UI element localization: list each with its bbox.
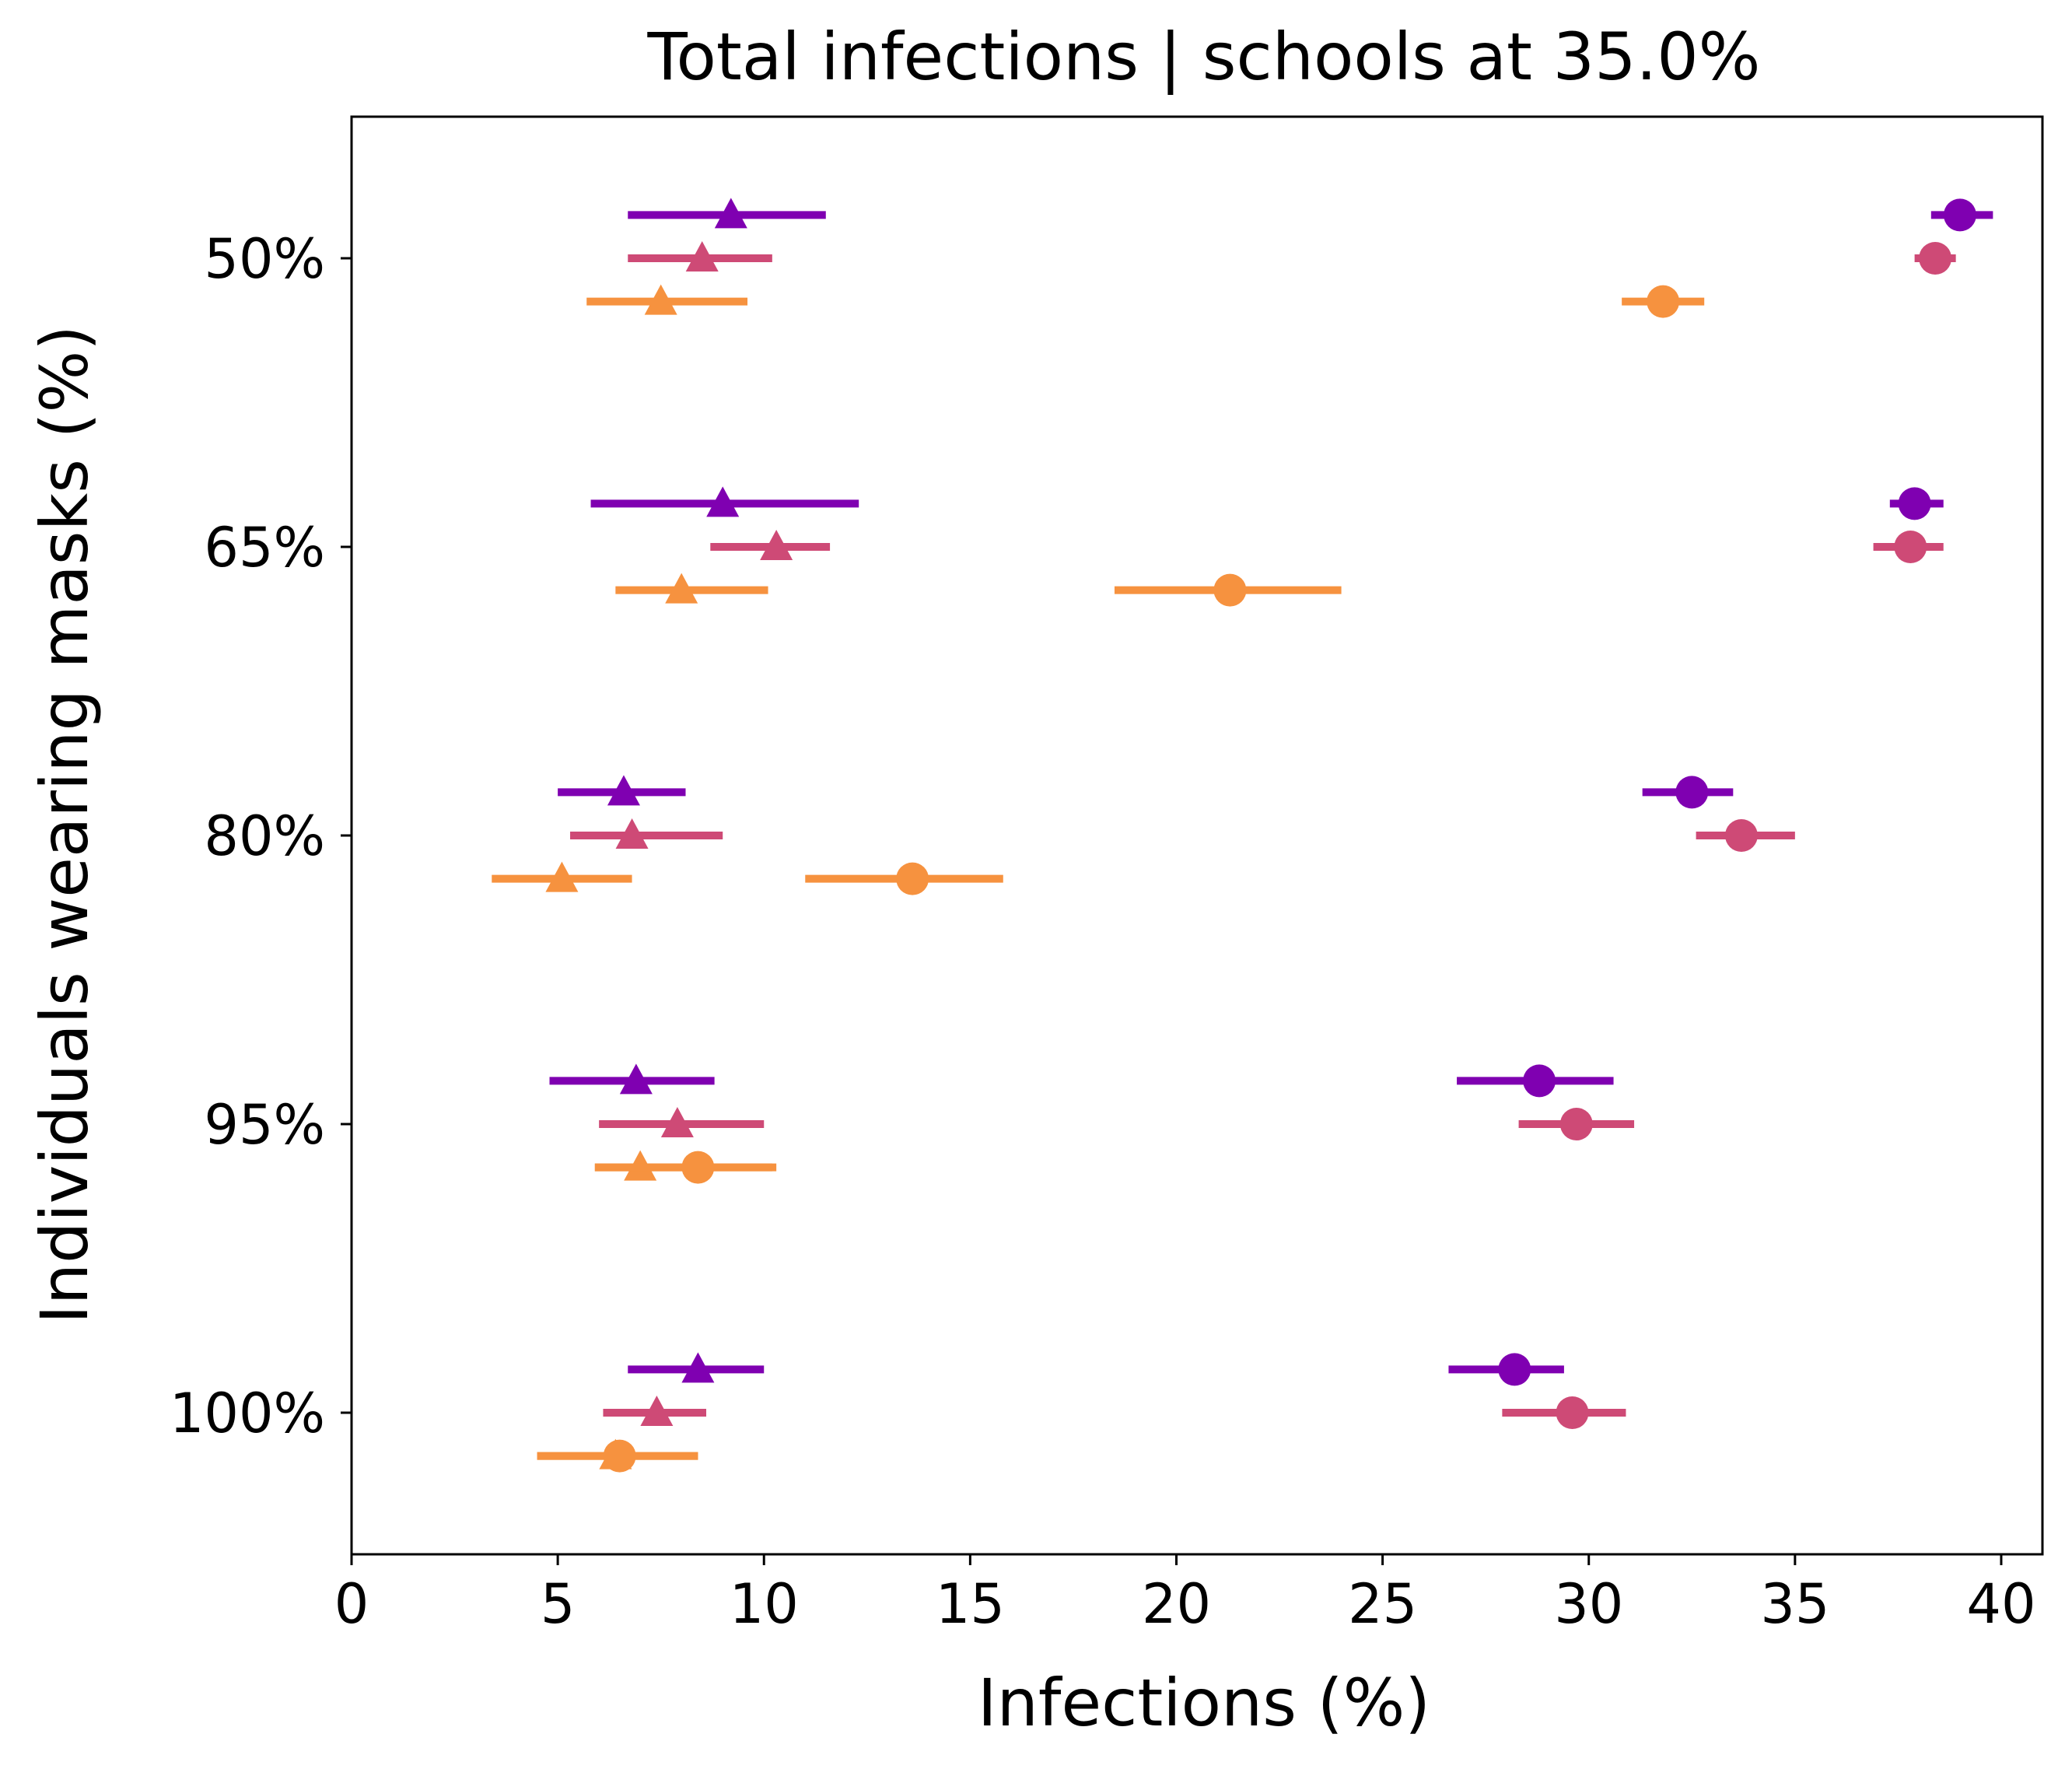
x-tick-label: 15 <box>936 1572 1005 1636</box>
x-tick-label: 0 <box>334 1572 369 1636</box>
y-tick-label: 100% <box>170 1382 325 1445</box>
y-axis-label: Individuals wearing masks (%) <box>26 325 103 1324</box>
data-point-circle <box>1898 487 1931 520</box>
data-point-circle <box>681 1151 715 1184</box>
data-point-circle <box>1724 819 1758 852</box>
data-point-circle <box>603 1439 636 1473</box>
data-point-circle <box>1498 1353 1531 1386</box>
y-tick-label: 50% <box>204 227 325 291</box>
data-point-triangle <box>685 241 719 271</box>
data-point-circle <box>1559 1108 1593 1140</box>
x-tick-label: 20 <box>1142 1572 1211 1636</box>
data-point-circle <box>1213 573 1247 607</box>
data-point-triangle <box>714 198 747 229</box>
data-point-circle <box>1523 1064 1556 1098</box>
data-point-circle <box>896 862 929 895</box>
y-tick-label: 80% <box>204 804 325 868</box>
data-point-circle <box>1675 776 1709 809</box>
x-tick-label: 5 <box>541 1572 576 1636</box>
axes: 0 5 10 15 20 25 30 35 40 50% 65% 80% 95% 100% <box>170 227 2036 1636</box>
data-point-circle <box>1919 242 1952 275</box>
data-point-circle <box>1943 198 1976 232</box>
data-point-triangle <box>644 284 677 315</box>
data-point-triangle <box>615 818 649 849</box>
data-point-triangle <box>545 861 579 892</box>
data-point-circle <box>1894 531 1927 563</box>
y-tick-label: 95% <box>204 1093 325 1157</box>
data-point-triangle <box>660 1107 694 1137</box>
data-point-circle <box>1556 1396 1589 1429</box>
x-tick-label: 40 <box>1966 1572 2035 1636</box>
plot-frame <box>350 115 2044 1556</box>
data-point-triangle <box>706 486 740 517</box>
data-point-triangle <box>665 573 698 604</box>
x-axis-label: Infections (%) <box>978 1665 1430 1741</box>
data-point-triangle <box>760 530 793 560</box>
data-point-triangle <box>607 775 640 806</box>
data-point-triangle <box>619 1063 653 1095</box>
x-tick-label: 35 <box>1760 1572 1829 1636</box>
x-tick-label: 30 <box>1554 1572 1623 1636</box>
data-point-triangle <box>681 1352 715 1383</box>
x-tick-label: 25 <box>1348 1572 1417 1636</box>
x-tick-label: 10 <box>730 1572 799 1636</box>
data-point-triangle <box>640 1396 674 1426</box>
data-marks <box>492 198 1993 1473</box>
chart-title: Total infections | schools at 35.0% <box>647 19 1761 95</box>
data-point-circle <box>1647 285 1680 318</box>
y-tick-label: 65% <box>204 516 325 580</box>
